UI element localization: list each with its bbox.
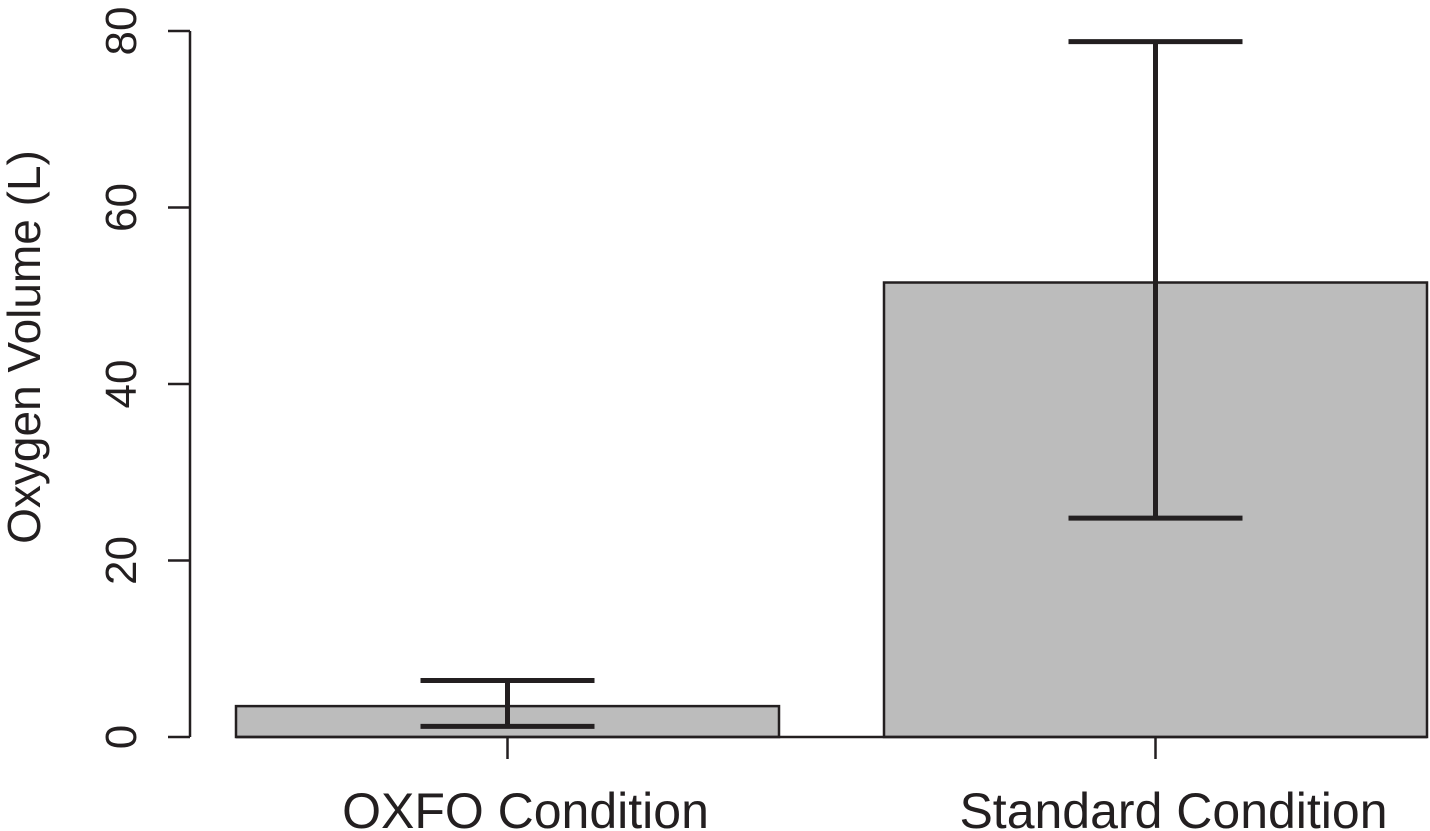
y-tick-label: 40 [97, 360, 146, 409]
y-tick-label: 0 [97, 725, 146, 749]
error-bar-1 [1068, 39, 1243, 521]
y-tick-label: 80 [97, 7, 146, 56]
y-axis-title: Oxygen Volume (L) [0, 150, 50, 544]
y-tick-label: 20 [97, 536, 146, 585]
x-category-label: OXFO Condition [342, 783, 709, 831]
error-bar-0 [420, 678, 595, 729]
error-bars-layer [420, 39, 1243, 729]
x-axis: OXFO Condition Standard Condition [342, 737, 1388, 831]
x-category-label: Standard Condition [959, 783, 1387, 831]
y-tick-label: 60 [97, 183, 146, 232]
bars-layer [234, 281, 1429, 739]
y-axis: 0 20 40 60 80 [97, 7, 192, 749]
